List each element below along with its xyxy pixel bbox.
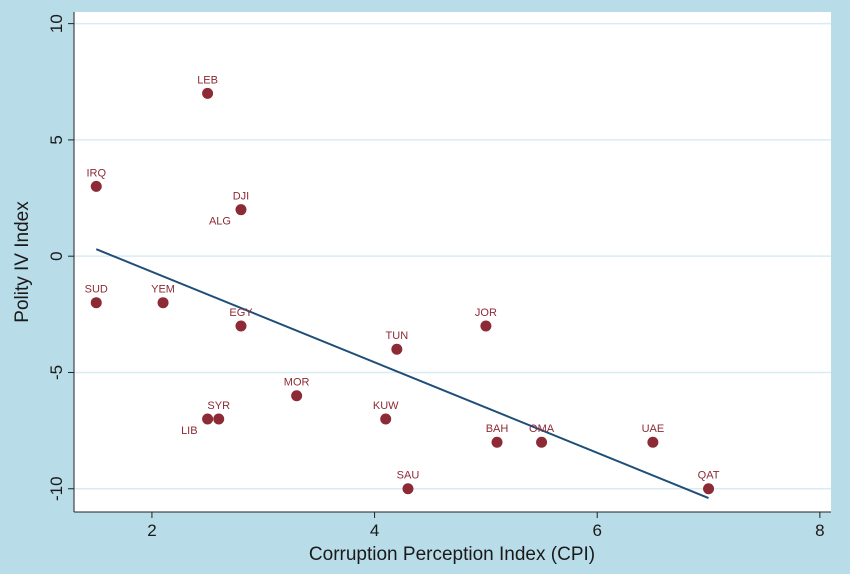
plot-area (74, 12, 831, 512)
fit-line-group (95, 248, 709, 499)
fit-line (95, 248, 709, 499)
y-tick-label: -5 (47, 365, 66, 380)
point-label: IRQ (86, 167, 106, 179)
data-point (90, 180, 102, 192)
data-point (291, 390, 303, 402)
point-label: LEB (197, 74, 218, 86)
y-tick-label: 10 (47, 14, 66, 33)
point-label: OMA (529, 423, 555, 435)
data-point (380, 413, 392, 425)
data-point (202, 413, 214, 425)
point-label: LIB (181, 425, 198, 437)
point-label: SUD (85, 284, 108, 296)
point-label: QAT (698, 470, 720, 482)
data-point (536, 436, 548, 448)
point-labels: LEB IRQ DJI ALG SUD YEM EGY JOR TUN MOR SYR LIB KUW B… (85, 74, 720, 481)
x-tick-label: 4 (370, 521, 379, 540)
data-point (647, 436, 659, 448)
data-point (235, 320, 247, 332)
point-label: KUW (373, 400, 399, 412)
data-point (90, 297, 102, 309)
data-point (391, 343, 403, 355)
point-label: EGY (229, 307, 253, 319)
x-tick-label: 8 (815, 521, 824, 540)
x-axis-title: Corruption Perception Index (CPI) (309, 544, 595, 565)
axes (68, 12, 831, 518)
y-tick-label: 0 (47, 251, 66, 260)
data-points (90, 87, 715, 495)
data-point (157, 297, 169, 309)
data-point (235, 204, 247, 216)
point-label: UAE (642, 423, 665, 435)
y-tick-label: -10 (47, 476, 66, 501)
data-point (202, 87, 214, 99)
point-label: DJI (233, 191, 250, 203)
y-tick-label: 5 (47, 135, 66, 144)
point-label: ALG (209, 216, 231, 228)
x-tick-label: 6 (592, 521, 601, 540)
point-label: JOR (475, 307, 497, 319)
point-label: BAH (486, 423, 509, 435)
data-point (491, 436, 503, 448)
point-label: SAU (397, 470, 420, 482)
x-tick-label: 2 (147, 521, 156, 540)
data-point (480, 320, 492, 332)
y-axis-title: Polity IV Index (12, 201, 33, 323)
data-point (402, 483, 414, 495)
point-label: YEM (151, 284, 175, 296)
data-point (703, 483, 715, 495)
point-label: MOR (284, 377, 310, 389)
point-label: TUN (386, 330, 409, 342)
point-label: SYR (207, 400, 230, 412)
data-point (213, 413, 225, 425)
tick-labels: -10 -5 0 5 10 2 4 6 8 (47, 14, 825, 540)
